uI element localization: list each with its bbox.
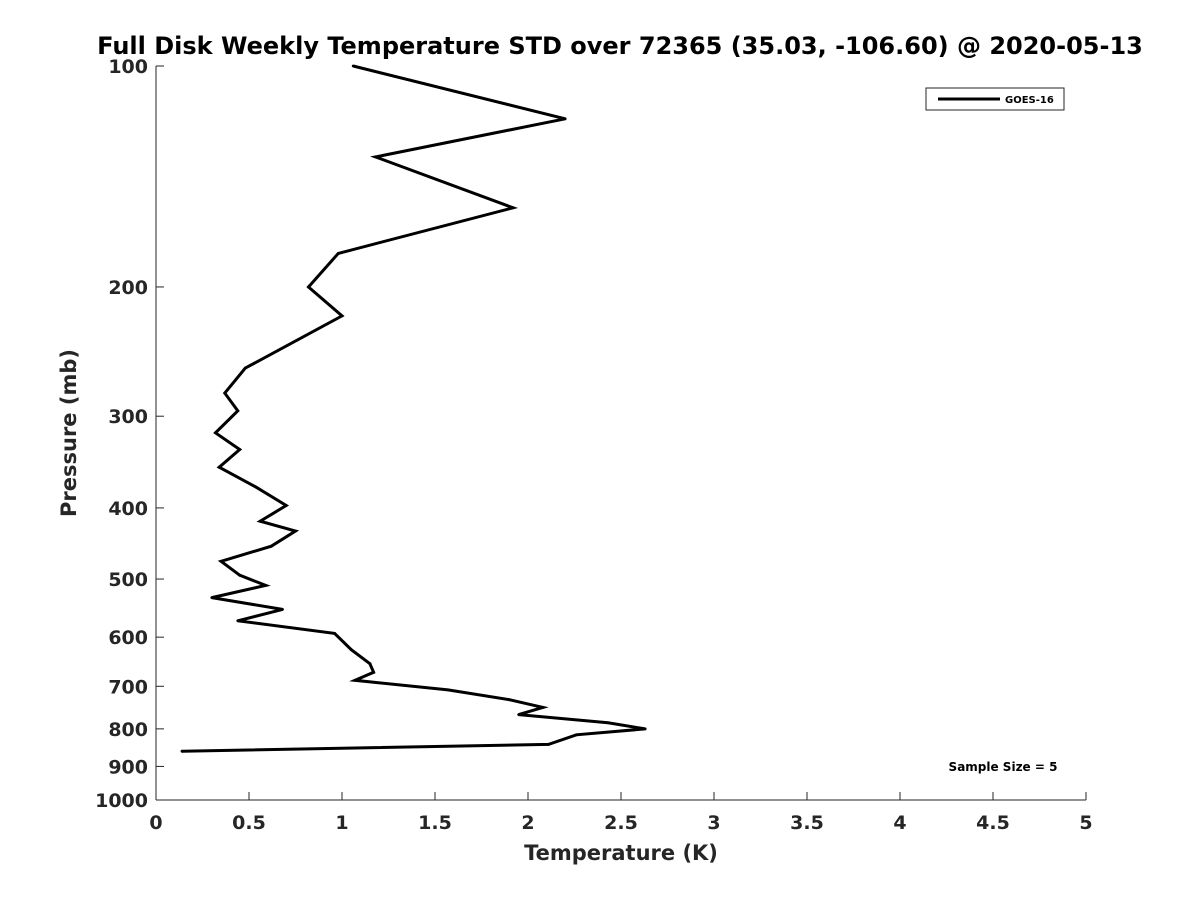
data-point [219,559,223,563]
y-tick-label: 900 [108,756,148,778]
x-ticks: 0 0.5 1 1.5 2 2.5 3 3.5 4 4.5 5 [149,792,1093,834]
y-tick-label: 800 [108,719,148,741]
legend-label: GOES-16 [1005,95,1054,106]
x-tick-label: 2.5 [604,812,638,834]
data-point [333,632,336,635]
data-point [243,366,247,370]
sample-size-annotation: Sample Size = 5 [949,760,1058,774]
x-tick-label: 0 [149,812,162,834]
data-point [264,584,268,587]
x-tick-label: 3.5 [790,812,824,834]
axes [155,66,1086,801]
data-point [508,698,511,702]
data-point [307,285,310,289]
data-point [606,721,610,725]
data-point [340,314,344,318]
data-point [284,504,288,507]
data-point [517,713,521,716]
x-tick-label: 1 [335,812,348,834]
data-point [368,662,372,666]
x-tick-label: 4 [893,812,906,834]
data-point [374,155,377,159]
x-tick-label: 5 [1079,812,1092,834]
y-tick-label: 100 [108,56,148,78]
legend: GOES-16 [925,87,1065,111]
data-point [372,670,375,674]
data-point [541,706,545,709]
data-point [258,519,262,523]
data-point [336,252,340,255]
data-point [255,485,258,489]
data-point [575,733,578,737]
data-point [446,688,450,692]
data-point [236,619,240,623]
y-ticks: 100 200 300 400 500 600 700 800 900 1000 [95,56,164,812]
x-tick-label: 4.5 [976,812,1010,834]
y-tick-label: 700 [108,676,148,698]
y-tick-label: 500 [108,569,148,591]
y-axis-label: Pressure (mb) [57,349,81,517]
y-tick-label: 400 [108,498,148,520]
x-axis-label: Temperature (K) [524,841,718,865]
data-point [281,608,284,611]
x-tick-label: 3 [707,812,720,834]
chart-title: Full Disk Weekly Temperature STD over 72… [97,32,1143,60]
series-layer [180,64,647,753]
data-point [511,206,515,210]
data-point [238,448,242,451]
y-tick-label: 1000 [95,790,148,812]
data-point [214,431,217,435]
data-point [294,529,297,533]
y-tick-label: 200 [108,277,148,299]
data-point [547,743,550,746]
series-line-0 [181,64,646,753]
x-tick-label: 0.5 [232,812,266,834]
data-point [180,749,184,753]
x-tick-label: 2 [521,812,534,834]
y-tick-label: 300 [108,406,148,428]
x-tick-label: 1.5 [418,812,452,834]
y-tick-label: 600 [108,627,148,649]
data-point [351,64,355,68]
data-point [217,465,221,469]
data-point [353,678,357,682]
data-point [643,727,647,731]
data-point [210,596,214,599]
data-point [563,117,567,121]
data-point [238,573,242,577]
data-point [223,391,227,395]
data-point [236,409,240,413]
data-point [349,648,353,652]
data-point [269,544,273,548]
